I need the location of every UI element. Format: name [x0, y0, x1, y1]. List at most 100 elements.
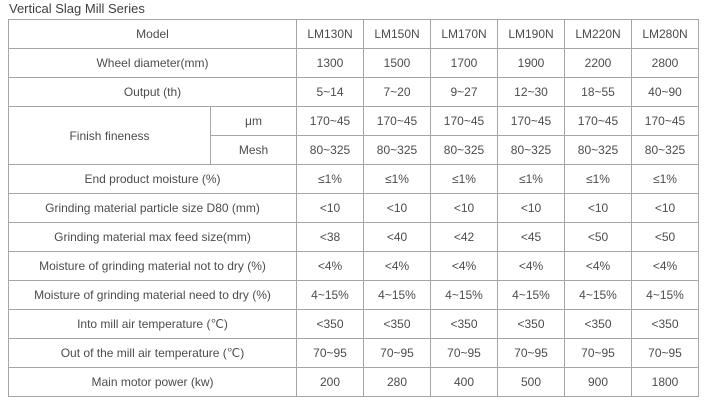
row-label-model: Model — [8, 19, 297, 49]
value-cell: <350 — [631, 309, 699, 339]
value-cell: <10 — [631, 193, 699, 223]
value-cell: <10 — [296, 193, 364, 223]
value-cell: <350 — [564, 309, 632, 339]
row-label-finish-fineness: Finish fineness — [8, 106, 211, 165]
value-cell: ≤1% — [363, 164, 431, 194]
table-row-into-mill-temp: Into mill air temperature (℃) <350 <350 … — [8, 309, 699, 339]
value-cell: 900 — [564, 367, 632, 397]
value-cell: <45 — [497, 222, 565, 252]
value-cell: ≤1% — [564, 164, 632, 194]
value-cell: <50 — [631, 222, 699, 252]
value-cell: 1700 — [430, 48, 498, 78]
value-cell: 80~325 — [564, 135, 632, 165]
spec-table: Model LM130N LM150N LM170N LM190N LM220N… — [8, 19, 699, 397]
value-cell: <350 — [497, 309, 565, 339]
table-row-particle-size-d80: Grinding material particle size D80 (mm)… — [8, 193, 699, 223]
row-label-particle-size-d80: Grinding material particle size D80 (mm) — [8, 193, 297, 223]
value-cell: 9~27 — [430, 77, 498, 107]
value-cell: ≤1% — [430, 164, 498, 194]
value-cell: 70~95 — [497, 338, 565, 368]
value-cell: 80~325 — [296, 135, 364, 165]
value-cell: 400 — [430, 367, 498, 397]
value-cell: <10 — [564, 193, 632, 223]
value-cell: 80~325 — [363, 135, 431, 165]
value-cell: 170~45 — [497, 106, 565, 136]
row-label-end-product-moisture: End product moisture (%) — [8, 164, 297, 194]
value-cell: ≤1% — [631, 164, 699, 194]
table-row-moisture-not-to-dry: Moisture of grinding material not to dry… — [8, 251, 699, 281]
value-cell: 1500 — [363, 48, 431, 78]
value-cell: 1800 — [631, 367, 699, 397]
value-cell: <350 — [363, 309, 431, 339]
table-row-wheel-diameter: Wheel diameter(mm) 1300 1500 1700 1900 2… — [8, 48, 699, 78]
value-cell: 18~55 — [564, 77, 632, 107]
value-cell: 200 — [296, 367, 364, 397]
value-cell: <4% — [363, 251, 431, 281]
model-cell: LM280N — [631, 19, 699, 49]
row-label-main-motor-power: Main motor power (kw) — [8, 367, 297, 397]
table-row-out-mill-temp: Out of the mill air temperature (℃) 70~9… — [8, 338, 699, 368]
value-cell: <4% — [631, 251, 699, 281]
value-cell: 170~45 — [631, 106, 699, 136]
value-cell: 4~15% — [497, 280, 565, 310]
value-cell: 70~95 — [430, 338, 498, 368]
page-title: Vertical Slag Mill Series — [9, 1, 145, 16]
table-row-max-feed-size: Grinding material max feed size(mm) <38 … — [8, 222, 699, 252]
value-cell: 1900 — [497, 48, 565, 78]
value-cell: <4% — [497, 251, 565, 281]
table-row-finish-fineness-um: Finish fineness μm 170~45 170~45 170~45 … — [8, 106, 699, 165]
value-cell: 12~30 — [497, 77, 565, 107]
value-cell: <42 — [430, 222, 498, 252]
table-row-main-motor-power: Main motor power (kw) 200 280 400 500 90… — [8, 367, 699, 397]
value-cell: 7~20 — [363, 77, 431, 107]
row-label-output: Output (th) — [8, 77, 297, 107]
value-cell: 80~325 — [631, 135, 699, 165]
value-cell: <38 — [296, 222, 364, 252]
table-row-end-product-moisture: End product moisture (%) ≤1% ≤1% ≤1% ≤1%… — [8, 164, 699, 194]
model-cell: LM190N — [497, 19, 565, 49]
unit-cell-mesh: Mesh — [210, 135, 297, 165]
value-cell: ≤1% — [497, 164, 565, 194]
value-cell: 4~15% — [296, 280, 364, 310]
value-cell: 80~325 — [430, 135, 498, 165]
value-cell: <10 — [363, 193, 431, 223]
value-cell: 170~45 — [296, 106, 364, 136]
value-cell: 70~95 — [363, 338, 431, 368]
value-cell: <10 — [430, 193, 498, 223]
model-cell: LM220N — [564, 19, 632, 49]
value-cell: <4% — [564, 251, 632, 281]
value-cell: 4~15% — [363, 280, 431, 310]
value-cell: 4~15% — [631, 280, 699, 310]
value-cell: <50 — [564, 222, 632, 252]
value-cell: 170~45 — [430, 106, 498, 136]
table-row-output: Output (th) 5~14 7~20 9~27 12~30 18~55 4… — [8, 77, 699, 107]
row-label-moisture-need-to-dry: Moisture of grinding material need to dr… — [8, 280, 297, 310]
row-label-max-feed-size: Grinding material max feed size(mm) — [8, 222, 297, 252]
value-cell: 70~95 — [631, 338, 699, 368]
value-cell: 500 — [497, 367, 565, 397]
value-cell: 280 — [363, 367, 431, 397]
value-cell: <40 — [363, 222, 431, 252]
value-cell: <350 — [430, 309, 498, 339]
table-row-finish-fineness-mesh: Mesh 80~325 80~325 80~325 80~325 80~325 … — [9, 135, 699, 165]
model-cell: LM150N — [363, 19, 431, 49]
row-label-out-mill-temp: Out of the mill air temperature (℃) — [8, 338, 297, 368]
value-cell: 80~325 — [497, 135, 565, 165]
table-row-model: Model LM130N LM150N LM170N LM190N LM220N… — [8, 19, 699, 49]
row-label-moisture-not-to-dry: Moisture of grinding material not to dry… — [8, 251, 297, 281]
model-cell: LM130N — [296, 19, 364, 49]
row-label-into-mill-temp: Into mill air temperature (℃) — [8, 309, 297, 339]
value-cell: 4~15% — [430, 280, 498, 310]
value-cell: 5~14 — [296, 77, 364, 107]
table-row-moisture-need-to-dry: Moisture of grinding material need to dr… — [8, 280, 699, 310]
value-cell: 2200 — [564, 48, 632, 78]
value-cell: <4% — [296, 251, 364, 281]
value-cell: 170~45 — [363, 106, 431, 136]
value-cell: <10 — [497, 193, 565, 223]
model-cell: LM170N — [430, 19, 498, 49]
value-cell: 70~95 — [564, 338, 632, 368]
value-cell: 40~90 — [631, 77, 699, 107]
row-label-wheel-diameter: Wheel diameter(mm) — [8, 48, 297, 78]
unit-cell-um: μm — [210, 106, 297, 136]
